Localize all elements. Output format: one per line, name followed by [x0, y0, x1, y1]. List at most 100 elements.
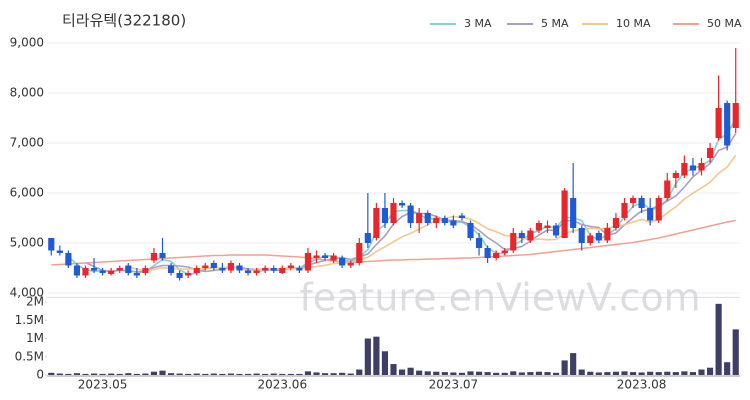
candle-body: [587, 235, 594, 243]
volume-bar: [724, 362, 731, 375]
legend-label: 10 MA: [616, 17, 651, 30]
candle-body: [681, 163, 688, 176]
candle-body: [433, 218, 440, 223]
candle-body: [321, 255, 329, 258]
volume-bar: [185, 373, 192, 375]
y-tick-label: 0.5M: [15, 349, 44, 363]
candle-body: [621, 203, 628, 218]
volume-bar: [56, 373, 63, 375]
candle-body: [270, 268, 277, 271]
volume-bar: [90, 373, 98, 375]
candle-body: [227, 263, 235, 271]
legend-label: 5 MA: [541, 17, 569, 30]
volume-bar: [108, 373, 115, 375]
candle-body: [647, 208, 654, 221]
candle-body: [313, 255, 320, 258]
volume-bar: [715, 303, 722, 375]
volume-bar: [484, 372, 491, 375]
volume-bar: [73, 373, 81, 375]
candle-body: [552, 225, 560, 236]
volume-bar: [236, 373, 243, 375]
candle-body: [672, 173, 679, 178]
volume-bar: [296, 373, 303, 375]
candle-body: [108, 270, 115, 274]
volume-bar: [501, 372, 508, 375]
candle-body: [724, 103, 731, 146]
volume-bar: [167, 373, 175, 375]
volume-bar: [689, 372, 697, 375]
x-tick-label: 2023.08: [617, 378, 667, 392]
volume-bar: [330, 373, 337, 375]
candle-body: [253, 270, 260, 273]
candle-body: [82, 268, 89, 276]
candle-body: [484, 248, 491, 258]
volume-bar: [125, 373, 132, 375]
chart-title: 티라유텍(322180): [62, 12, 186, 30]
candle-body: [339, 258, 346, 266]
candle-body: [202, 265, 209, 268]
volume-bar: [441, 372, 448, 375]
candle-body: [150, 253, 158, 261]
volume-bar: [364, 338, 371, 375]
candle-body: [467, 223, 474, 238]
volume-bar: [219, 373, 226, 375]
candle-body: [279, 268, 286, 273]
candle-body: [689, 165, 697, 171]
volume-bar: [450, 372, 457, 375]
candle-body: [664, 180, 671, 198]
x-tick-label: 2023.07: [429, 378, 479, 392]
y-tick-label: 4,000: [10, 286, 44, 300]
volume-bar: [433, 371, 440, 375]
candle-body: [193, 268, 200, 273]
volume-bar: [647, 371, 654, 375]
candle-body: [527, 230, 534, 241]
volume-bar: [552, 372, 560, 375]
volume-bar: [732, 329, 739, 375]
candle-body: [612, 218, 620, 228]
volume-bar: [398, 369, 406, 375]
legend-label: 50 MA: [707, 17, 742, 30]
watermark: feature.enViewV.com: [299, 276, 700, 320]
candle-body: [595, 233, 602, 241]
candle-body: [570, 198, 577, 228]
candle-body: [210, 263, 217, 268]
candle-body: [535, 223, 543, 231]
volume-bar: [467, 371, 474, 375]
volume-bar: [287, 373, 294, 375]
volume-bar: [475, 371, 483, 375]
volume-bar: [142, 373, 149, 375]
candle-body: [381, 208, 389, 223]
volume-bar: [227, 373, 235, 375]
candle-body: [407, 205, 414, 223]
candle-body: [458, 215, 466, 218]
candle-body: [48, 238, 55, 251]
volume-bar: [210, 373, 217, 375]
candle-body: [698, 163, 705, 171]
legend-label: 3 MA: [464, 17, 492, 30]
candle-body: [578, 228, 585, 243]
volume-bar: [356, 369, 363, 375]
candle-body: [56, 250, 63, 253]
candle-body: [475, 238, 483, 248]
volume-bar: [133, 373, 140, 375]
volume-bar: [279, 373, 286, 375]
volume-bar: [150, 371, 158, 375]
volume-bar: [587, 371, 594, 375]
volume-bar: [561, 360, 568, 375]
volume-bar: [518, 372, 525, 375]
volume-bar: [373, 336, 380, 375]
volume-bar: [535, 371, 543, 375]
candle-body: [604, 228, 611, 241]
candle-body: [236, 265, 243, 271]
volume-bar: [706, 367, 714, 375]
volume-bar: [604, 372, 611, 375]
candle-body: [424, 213, 431, 223]
y-tick-label: 9,000: [10, 36, 44, 50]
ma-line: [67, 118, 737, 276]
candle-body: [706, 148, 714, 158]
candle-body: [373, 208, 380, 238]
ma-line: [85, 133, 737, 273]
candle-body: [167, 265, 175, 273]
x-tick-label: 2023.05: [78, 378, 128, 392]
candle-body: [262, 268, 269, 271]
